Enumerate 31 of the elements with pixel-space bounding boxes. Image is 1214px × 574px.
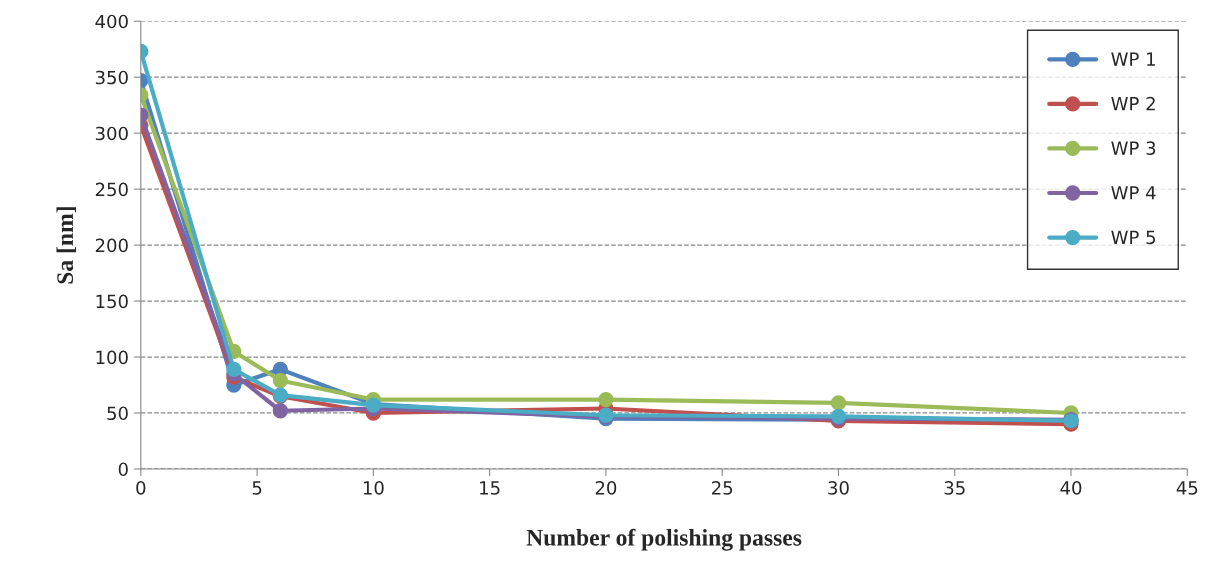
x-tick-label: 0 <box>136 481 146 495</box>
legend-label: WP 3 <box>1111 141 1156 156</box>
point <box>272 372 288 389</box>
point <box>272 403 288 419</box>
point <box>830 395 847 411</box>
legend-label: WP 2 <box>1111 96 1155 111</box>
y-tick-label: 50 <box>107 406 128 421</box>
legend-label: WP 5 <box>1111 230 1156 245</box>
x-axis-title: Number of polishing passes <box>526 528 802 551</box>
x-tick-label: 20 <box>595 481 617 495</box>
point <box>226 361 242 377</box>
y-tick-label: 100 <box>96 350 128 365</box>
x-tick-label: 40 <box>1060 481 1082 495</box>
x-tick-label: 25 <box>712 481 733 495</box>
y-tick-label: 0 <box>118 462 128 477</box>
legend-label: WP 4 <box>1111 186 1156 200</box>
y-tick-label: 400 <box>95 14 128 29</box>
y-tick-label: 350 <box>95 70 128 85</box>
y-tick-label: 250 <box>95 182 128 197</box>
y-tick-label: 150 <box>96 294 128 309</box>
point <box>598 391 614 408</box>
y-axis-title: Sa [nm] <box>56 207 77 284</box>
x-tick-label: 10 <box>363 481 384 495</box>
x-tick-label: 5 <box>252 481 262 495</box>
x-tick-label: 45 <box>1176 481 1198 495</box>
legend-label: WP 1 <box>1111 52 1155 66</box>
x-tick-label: 35 <box>944 481 965 495</box>
x-tick-label: 15 <box>480 481 500 495</box>
y-tick-label: 200 <box>95 238 128 253</box>
x-tick-label: 30 <box>828 481 849 495</box>
y-tick-label: 300 <box>95 126 128 141</box>
